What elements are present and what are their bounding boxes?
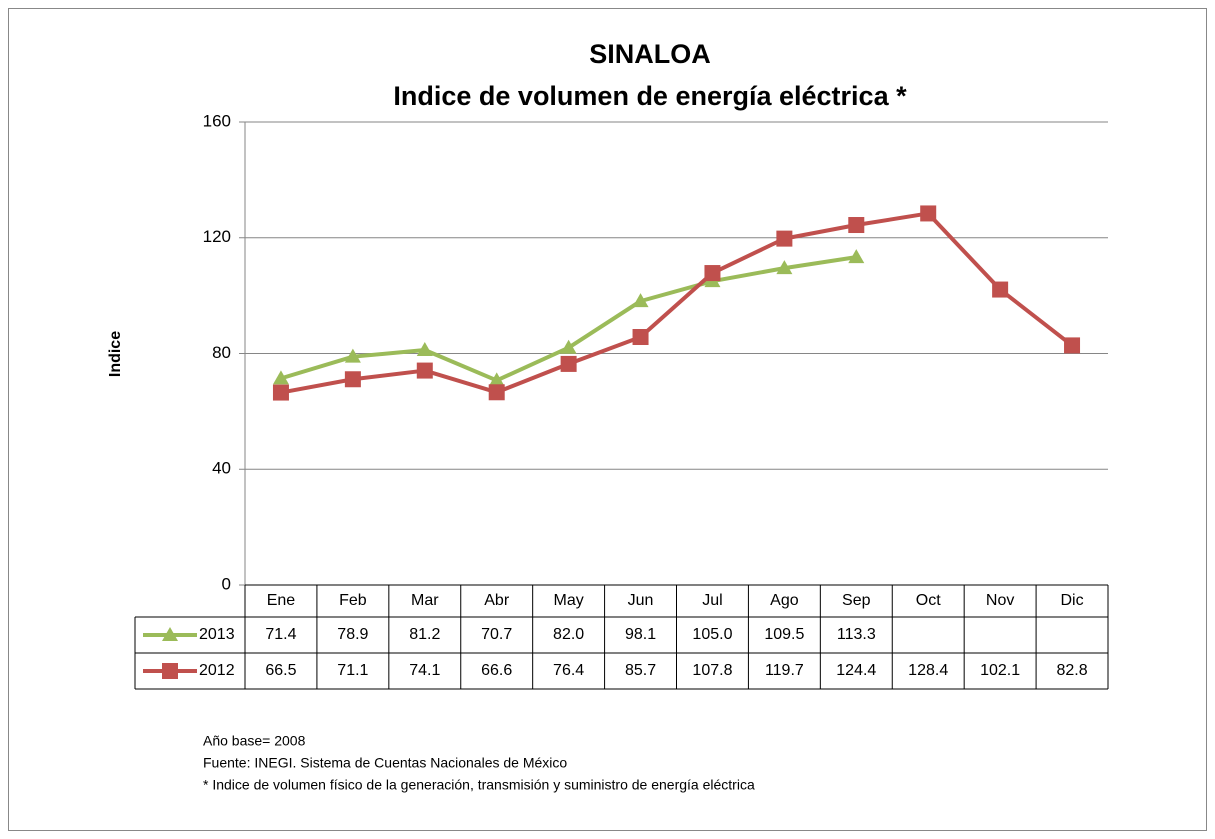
table-value: 109.5	[764, 626, 804, 643]
x-tick-label: Abr	[484, 592, 510, 609]
marker	[488, 372, 505, 387]
y-tick-label: 120	[203, 227, 231, 246]
marker	[848, 217, 865, 234]
x-tick-label: Jun	[628, 592, 654, 609]
table-value: 71.4	[265, 626, 296, 643]
x-tick-label: May	[554, 592, 584, 609]
table-value: 105.0	[692, 626, 732, 643]
marker	[992, 281, 1009, 298]
legend-label: 2013	[199, 626, 235, 643]
table-value: 66.5	[265, 662, 296, 679]
marker	[162, 627, 178, 641]
table-value: 124.4	[836, 662, 876, 679]
y-tick-label: 40	[212, 459, 231, 478]
marker	[560, 339, 577, 354]
y-tick-label: 160	[203, 111, 231, 130]
marker	[344, 371, 361, 388]
x-tick-label: Mar	[411, 592, 439, 609]
marker	[416, 342, 433, 357]
table-value: 119.7	[765, 662, 804, 679]
y-tick-label: 0	[222, 574, 231, 593]
table-value: 82.0	[553, 626, 584, 643]
x-tick-label: Jul	[702, 592, 722, 609]
marker	[488, 384, 505, 401]
table-value: 78.9	[337, 626, 368, 643]
table-value: 107.8	[692, 662, 732, 679]
table-value: 102.1	[980, 662, 1020, 679]
y-axis-label: Indice	[107, 331, 124, 377]
x-tick-label: Sep	[842, 592, 871, 609]
marker	[776, 260, 793, 275]
marker	[560, 355, 577, 372]
x-tick-label: Dic	[1060, 592, 1083, 609]
table-value: 82.8	[1056, 662, 1087, 679]
x-tick-label: Nov	[986, 592, 1014, 609]
marker	[776, 230, 793, 247]
marker	[344, 348, 361, 363]
footnote: * Indice de volumen físico de la generac…	[203, 777, 755, 793]
marker	[416, 362, 433, 379]
marker	[920, 205, 937, 222]
marker	[272, 384, 289, 401]
y-tick-label: 80	[212, 343, 231, 362]
table-value: 71.1	[337, 662, 368, 679]
footnote: Fuente: INEGI. Sistema de Cuentas Nacion…	[203, 755, 567, 771]
chart-title: SINALOA	[589, 39, 711, 69]
footnote: Año base= 2008	[203, 733, 306, 749]
legend-label: 2012	[199, 662, 235, 679]
marker	[704, 265, 721, 282]
x-tick-label: Feb	[339, 592, 367, 609]
marker	[848, 249, 865, 264]
marker	[272, 370, 289, 385]
table-value: 85.7	[625, 662, 656, 679]
marker	[1064, 337, 1081, 354]
series-line	[280, 211, 1074, 395]
table-value: 98.1	[625, 626, 656, 643]
chart-subtitle: Indice de volumen de energía eléctrica *	[393, 81, 907, 111]
table-value: 76.4	[553, 662, 584, 679]
table-value: 81.2	[409, 626, 440, 643]
table-value: 74.1	[409, 662, 440, 679]
table-value: 128.4	[908, 662, 948, 679]
marker	[632, 329, 649, 346]
marker	[162, 663, 178, 679]
marker	[632, 293, 649, 308]
x-tick-label: Oct	[916, 592, 941, 609]
x-tick-label: Ene	[267, 592, 296, 609]
x-tick-label: Ago	[770, 592, 799, 609]
table-value: 113.3	[837, 626, 876, 643]
table-value: 66.6	[481, 662, 512, 679]
table-value: 70.7	[481, 626, 512, 643]
chart-border	[8, 8, 1207, 831]
